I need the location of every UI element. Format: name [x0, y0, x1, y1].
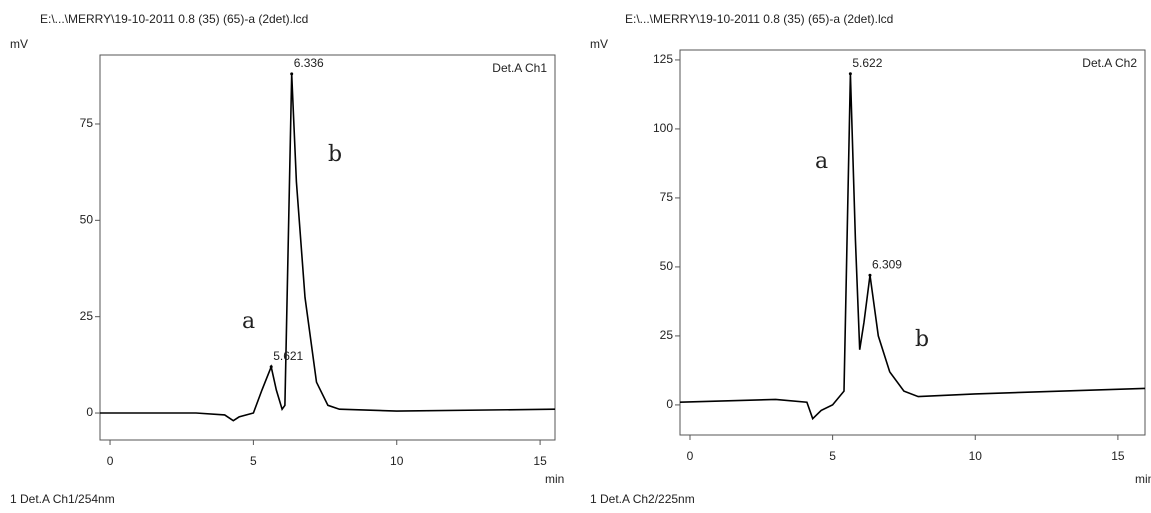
annotation: b [915, 327, 929, 352]
y-tick-label: 50 [80, 213, 94, 227]
x-tick-label: 0 [687, 449, 694, 463]
chromatogram-page: E:\...\MERRY\19-10-2011 0.8 (35) (65)-a … [0, 0, 1151, 513]
y-tick-label: 125 [653, 52, 673, 66]
plot-frame [680, 50, 1145, 435]
x-tick-label: 10 [969, 449, 983, 463]
peak-label: 6.309 [872, 257, 902, 271]
x-tick-label: 15 [533, 454, 547, 468]
x-tick-label: 5 [829, 449, 836, 463]
peak-label: 6.336 [294, 56, 324, 70]
y-axis-label: mV [10, 37, 28, 51]
y-tick-label: 0 [666, 397, 673, 411]
y-tick-label: 75 [80, 116, 94, 130]
peak-label: 5.622 [852, 56, 882, 70]
annotation: b [328, 142, 342, 167]
peak-marker [849, 72, 852, 75]
x-tick-label: 10 [390, 454, 404, 468]
x-axis-label: min [1135, 472, 1151, 486]
peak-marker [290, 72, 293, 75]
footer-label: 1 Det.A Ch2/225nm [590, 492, 695, 506]
plot-frame [100, 55, 555, 440]
y-axis-label: mV [590, 37, 608, 51]
x-tick-label: 15 [1111, 449, 1125, 463]
channel-label: Det.A Ch1 [492, 61, 547, 75]
y-tick-label: 25 [80, 309, 94, 323]
trace-line [680, 74, 1145, 419]
y-tick-label: 25 [660, 328, 674, 342]
chart-title: E:\...\MERRY\19-10-2011 0.8 (35) (65)-a … [40, 12, 308, 26]
trace-line [100, 74, 555, 421]
y-tick-label: 50 [660, 259, 674, 273]
y-tick-label: 0 [86, 405, 93, 419]
annotation: a [815, 149, 828, 174]
annotation: a [242, 309, 255, 334]
peak-label: 5.621 [273, 349, 303, 363]
y-tick-label: 75 [660, 190, 674, 204]
x-axis-label: min [545, 472, 564, 486]
channel-label: Det.A Ch2 [1082, 56, 1137, 70]
x-tick-label: 5 [250, 454, 257, 468]
footer-label: 1 Det.A Ch1/254nm [10, 492, 115, 506]
y-tick-label: 100 [653, 121, 673, 135]
x-tick-label: 0 [107, 454, 114, 468]
chart-title: E:\...\MERRY\19-10-2011 0.8 (35) (65)-a … [625, 12, 893, 26]
peak-marker [270, 365, 273, 368]
peak-marker [868, 274, 871, 277]
